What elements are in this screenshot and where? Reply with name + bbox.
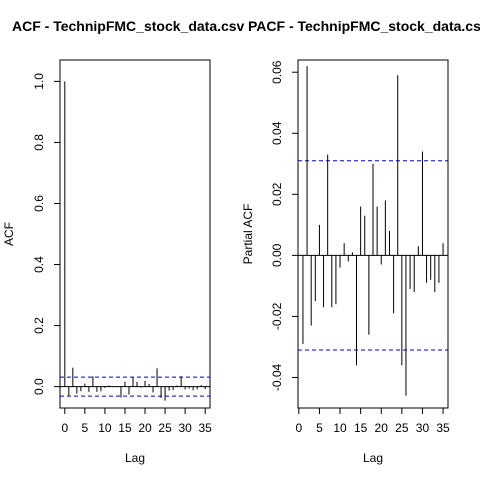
pacf-x-tick-label: 10 xyxy=(333,421,347,435)
pacf-y-tick-label: 0.00 xyxy=(270,243,284,267)
pacf-x-tick-label: 25 xyxy=(395,421,409,435)
pacf-x-tick-label: 20 xyxy=(375,421,389,435)
pacf-title: PACF - TechnipFMC_stock_data.csv xyxy=(248,18,480,34)
acf-x-tick-label: 0 xyxy=(61,421,68,435)
pacf-x-axis-title: Lag xyxy=(363,451,383,465)
acf-y-axis: 0.0 0.2 0.4 0.6 0.8 1.0 xyxy=(32,73,60,395)
acf-y-tick-label: 0.8 xyxy=(32,134,46,151)
pacf-plot-frame xyxy=(297,59,449,409)
acf-title: ACF - TechnipFMC_stock_data.csv xyxy=(12,18,245,34)
acf-x-axis: 0 5 10 15 20 25 30 35 xyxy=(61,408,212,435)
pacf-y-tick-label: 0.06 xyxy=(270,60,284,84)
acf-y-tick-label: 0.2 xyxy=(32,317,46,334)
pacf-y-axis: -0.04 -0.02 0.00 0.02 0.04 0.06 xyxy=(270,60,298,391)
acf-y-tick-label: 0.0 xyxy=(32,378,46,395)
acf-x-tick-label: 5 xyxy=(82,421,89,435)
pacf-y-tick-label: -0.02 xyxy=(270,302,284,330)
acf-bars xyxy=(60,81,210,401)
acf-panel: ACF - TechnipFMC_stock_data.csv 0 5 10 15 20… xyxy=(2,18,245,465)
pacf-x-tick-label: 15 xyxy=(354,421,368,435)
pacf-confidence-bands xyxy=(298,160,448,351)
acf-x-tick-label: 35 xyxy=(199,421,213,435)
pacf-x-tick-label: 0 xyxy=(295,421,302,435)
acf-confidence-bands xyxy=(60,376,210,397)
pacf-y-axis-title: Partial ACF xyxy=(241,204,255,265)
pacf-x-tick-label: 30 xyxy=(416,421,430,435)
acf-x-tick-label: 30 xyxy=(178,421,192,435)
pacf-y-tick-label: 0.04 xyxy=(270,121,284,145)
acf-x-axis-title: Lag xyxy=(125,451,145,465)
acf-y-tick-label: 1.0 xyxy=(32,73,46,90)
acf-x-tick-label: 25 xyxy=(158,421,172,435)
acf-y-tick-label: 0.6 xyxy=(32,195,46,212)
acf-y-tick-label: 0.4 xyxy=(32,256,46,273)
acf-x-tick-label: 10 xyxy=(98,421,112,435)
pacf-y-tick-label: 0.02 xyxy=(270,182,284,206)
pacf-bars xyxy=(298,66,448,396)
pacf-x-tick-label: 35 xyxy=(436,421,450,435)
acf-x-tick-label: 20 xyxy=(138,421,152,435)
pacf-y-tick-label: -0.04 xyxy=(270,363,284,391)
pacf-x-axis: 0 5 10 15 20 25 30 35 xyxy=(295,408,450,435)
acf-x-tick-label: 15 xyxy=(118,421,132,435)
acf-y-axis-title: ACF xyxy=(2,222,16,246)
acf-plot-frame xyxy=(59,59,211,409)
pacf-x-tick-label: 5 xyxy=(316,421,323,435)
pacf-panel: PACF - TechnipFMC_stock_data.csv 0 5 10 15 2… xyxy=(241,18,480,465)
